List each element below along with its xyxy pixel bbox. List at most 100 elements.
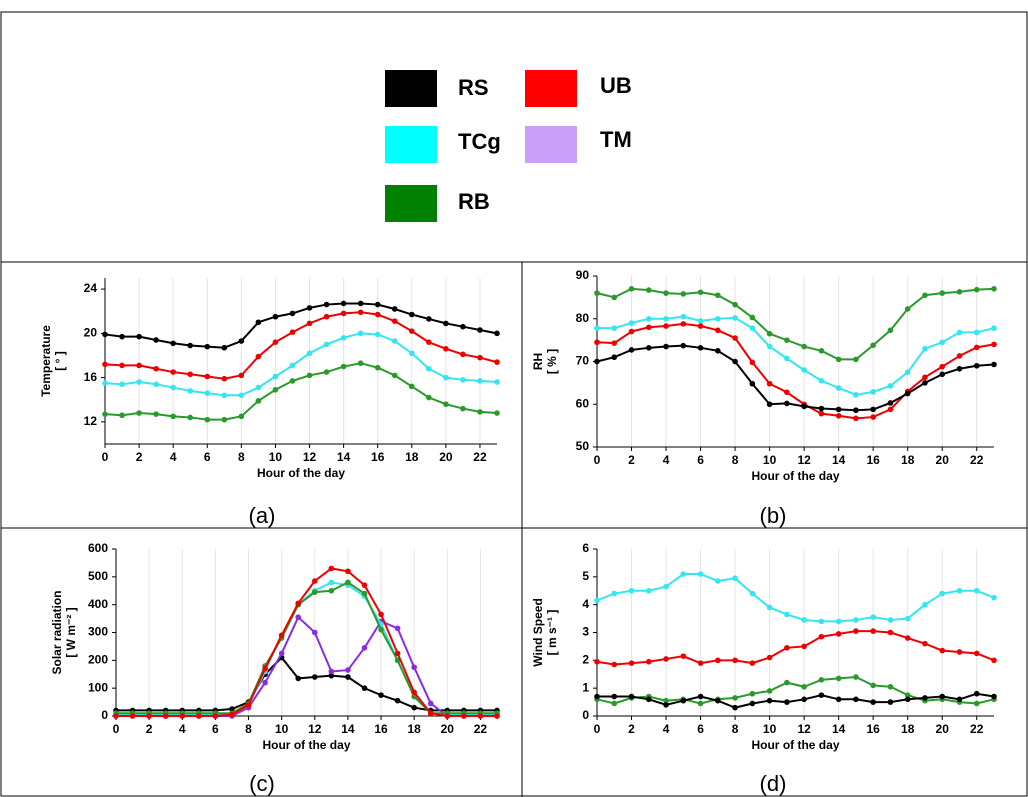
data-point	[991, 341, 997, 348]
data-point	[238, 372, 245, 379]
data-point	[443, 320, 449, 327]
data-point	[749, 700, 756, 707]
x-tick-label: 8	[245, 722, 252, 736]
data-point	[904, 390, 911, 397]
data-point	[835, 356, 842, 363]
data-point	[187, 388, 194, 394]
series-line	[597, 692, 995, 709]
data-point	[766, 604, 773, 611]
series-line	[596, 573, 995, 623]
y-tick-label: 60	[576, 396, 590, 410]
x-tick-label: 20	[936, 722, 950, 736]
y-tick-label: 12	[84, 414, 98, 428]
data-point	[835, 406, 842, 413]
data-point	[870, 389, 876, 395]
series-line	[116, 656, 497, 712]
data-point	[887, 327, 894, 334]
data-point	[477, 409, 483, 415]
data-point	[870, 414, 876, 420]
x-tick-label: 16	[866, 453, 880, 467]
data-point	[784, 337, 790, 343]
data-point	[136, 379, 142, 385]
data-point	[887, 683, 894, 690]
data-point	[749, 325, 756, 331]
data-point	[345, 579, 351, 586]
data-point	[853, 674, 859, 680]
data-point	[784, 679, 790, 686]
series-line	[104, 332, 498, 397]
x-tick-label: 20	[936, 453, 950, 467]
data-point	[212, 713, 219, 719]
data-point	[357, 300, 364, 307]
data-point	[784, 611, 790, 618]
data-point	[835, 618, 842, 625]
data-point	[357, 360, 364, 367]
data-point	[732, 657, 738, 664]
data-point	[204, 343, 211, 350]
legend-label: RB	[458, 189, 490, 214]
y-axis-label: [ ° ]	[53, 351, 67, 370]
data-point	[628, 328, 635, 335]
data-point	[611, 294, 618, 301]
data-point	[594, 358, 600, 365]
data-point	[663, 656, 669, 662]
data-point	[136, 333, 142, 340]
data-point	[697, 318, 704, 324]
data-point	[323, 341, 330, 348]
data-point	[628, 320, 635, 326]
data-point	[939, 371, 946, 378]
data-point	[715, 348, 721, 354]
data-point	[272, 339, 279, 345]
data-point	[408, 383, 415, 390]
data-point	[444, 713, 451, 719]
series-line	[116, 581, 497, 716]
data-point	[766, 401, 773, 408]
data-point	[922, 374, 928, 381]
data-point	[663, 583, 669, 590]
data-point	[715, 292, 721, 299]
data-point	[394, 650, 401, 657]
data-point	[378, 611, 384, 618]
data-point	[153, 381, 159, 388]
data-point	[594, 693, 600, 700]
x-tick-label: 16	[866, 722, 880, 736]
y-tick-label: 300	[88, 625, 108, 639]
y-tick-label: 600	[88, 541, 108, 555]
data-point	[801, 696, 807, 703]
x-tick-label: 18	[901, 722, 915, 736]
x-tick-label: 2	[628, 722, 635, 736]
data-point	[939, 363, 946, 370]
data-point	[835, 675, 842, 682]
data-point	[289, 378, 296, 384]
data-point	[323, 313, 330, 320]
data-point	[818, 677, 825, 683]
data-point	[289, 310, 296, 317]
legend-swatch	[525, 70, 577, 107]
panel-label: (b)	[760, 503, 787, 528]
data-point	[973, 344, 980, 351]
data-point	[229, 711, 235, 718]
data-point	[295, 600, 302, 607]
data-point	[221, 416, 228, 423]
x-tick-label: 14	[337, 450, 351, 464]
x-tick-label: 22	[970, 722, 984, 736]
data-point	[408, 311, 415, 318]
panel-label: (a)	[249, 503, 276, 528]
legend-swatch	[385, 70, 437, 107]
data-point	[611, 354, 618, 361]
data-point	[749, 380, 756, 387]
data-point	[784, 400, 790, 407]
y-tick-label: 24	[84, 281, 98, 295]
data-point	[306, 350, 313, 357]
data-point	[328, 565, 335, 572]
data-point	[170, 384, 176, 391]
data-point	[887, 400, 894, 406]
data-point	[374, 311, 381, 318]
data-point	[784, 355, 790, 362]
y-axis-label: RH	[531, 353, 545, 370]
x-tick-label: 14	[341, 722, 355, 736]
data-point	[119, 333, 125, 340]
data-point	[680, 571, 687, 577]
data-point	[680, 321, 687, 327]
data-point	[818, 692, 825, 698]
